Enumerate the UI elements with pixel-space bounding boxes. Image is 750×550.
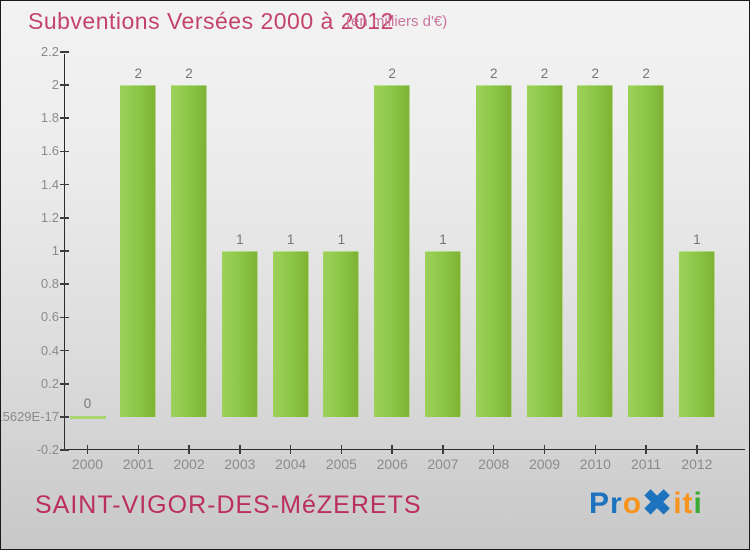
bar-value-label: 1 xyxy=(236,232,244,247)
y-tick-label: 1.2 xyxy=(40,209,59,225)
y-tick-label: 0.6 xyxy=(40,309,59,325)
y-tick-label: 2.2 xyxy=(40,43,59,59)
y-tick-label: 0.2 xyxy=(40,375,59,391)
x-tick xyxy=(137,444,140,454)
x-tick-label: 2007 xyxy=(427,456,459,472)
y-tick xyxy=(59,150,69,153)
x-tick xyxy=(289,444,292,454)
chart-unit-label: (en milliers d'€) xyxy=(346,13,448,30)
x-tick xyxy=(188,444,190,454)
bar-2006 xyxy=(374,85,411,417)
chart-title: Subventions Versées 2000 à 2012 xyxy=(28,8,394,34)
x-tick xyxy=(645,444,647,454)
x-tick-label: 2008 xyxy=(478,456,510,472)
bar-value-label: 2 xyxy=(388,66,396,81)
bar-2010 xyxy=(577,85,614,417)
x-tick-label: 2000 xyxy=(71,456,104,472)
bar-2001 xyxy=(120,85,157,417)
bar-2011 xyxy=(628,85,665,417)
bar-2000 xyxy=(69,415,106,419)
bar-value-label: 1 xyxy=(693,232,701,247)
y-tick-label: -0.2 xyxy=(36,442,59,458)
y-tick xyxy=(59,217,69,219)
x-tick-label: 2002 xyxy=(173,456,205,472)
bar-value-label: 2 xyxy=(591,66,600,81)
city-name: SAINT-VIGOR-DES-MéZERETS xyxy=(35,491,422,519)
y-axis-line xyxy=(63,54,65,450)
y-tick xyxy=(59,183,69,186)
x-tick-label: 2001 xyxy=(122,456,154,472)
x-tick xyxy=(239,444,241,454)
bar-value-label: 1 xyxy=(286,232,295,247)
logo-letter: o xyxy=(622,487,643,521)
bar-value-label: 0 xyxy=(83,396,92,411)
bar-value-label: 2 xyxy=(489,66,498,81)
logo-letter: i xyxy=(673,487,683,521)
x-tick xyxy=(543,444,546,454)
bar-2002 xyxy=(171,85,208,417)
bar-value-label: 2 xyxy=(642,66,650,81)
x-tick-label: 2004 xyxy=(275,456,307,472)
y-tick xyxy=(59,51,69,53)
x-tick-label: 2009 xyxy=(528,456,561,472)
y-tick xyxy=(59,117,69,119)
x-tick xyxy=(696,444,698,454)
logo-letter: P xyxy=(589,487,611,521)
y-tick-label: 1.8 xyxy=(40,110,59,126)
logo-letter: ✖ xyxy=(642,482,674,523)
x-tick xyxy=(442,444,444,454)
y-tick xyxy=(59,84,69,86)
bar-2005 xyxy=(323,251,360,417)
x-tick-label: 2003 xyxy=(224,456,256,472)
bar-value-label: 1 xyxy=(337,232,346,247)
bar-value-label: 2 xyxy=(134,66,143,81)
x-tick-label: 2012 xyxy=(681,456,713,472)
y-tick xyxy=(59,383,69,385)
y-tick-label: 1 xyxy=(51,243,59,258)
y-tick xyxy=(59,283,69,285)
bar-2007 xyxy=(424,251,461,417)
y-tick xyxy=(59,449,69,451)
y-tick xyxy=(59,349,69,352)
x-tick xyxy=(492,444,495,454)
y-tick xyxy=(59,316,69,319)
bar-value-label: 1 xyxy=(439,232,447,247)
x-tick-label: 2005 xyxy=(325,456,357,472)
y-tick-label: 1.6 xyxy=(40,143,59,159)
x-axis-line xyxy=(63,448,745,450)
bar-2012 xyxy=(678,251,715,417)
x-tick-label: 2010 xyxy=(579,456,611,472)
bar-2004 xyxy=(272,251,309,417)
x-tick xyxy=(86,444,89,454)
bar-2008 xyxy=(475,85,512,417)
bar-value-label: 2 xyxy=(185,66,193,81)
x-tick-label: 2011 xyxy=(631,456,662,472)
y-tick-label: 1.4 xyxy=(40,176,59,192)
logo-letter: i xyxy=(693,487,703,521)
bar-2003 xyxy=(221,251,258,417)
y-tick xyxy=(59,416,69,418)
bar-2009 xyxy=(526,85,563,417)
logo-letter: t xyxy=(682,487,694,521)
x-tick xyxy=(594,444,597,454)
bar-value-label: 2 xyxy=(540,66,549,81)
x-tick-label: 2006 xyxy=(376,456,408,472)
y-tick-label: 15629E-17 xyxy=(0,409,59,424)
y-tick-label: 2 xyxy=(51,77,59,92)
x-tick xyxy=(391,444,393,454)
x-tick xyxy=(340,444,343,454)
y-tick-label: 0.8 xyxy=(40,276,59,292)
y-tick-label: 0.4 xyxy=(40,342,59,358)
y-tick xyxy=(59,250,69,252)
logo-letter: r xyxy=(610,487,623,521)
